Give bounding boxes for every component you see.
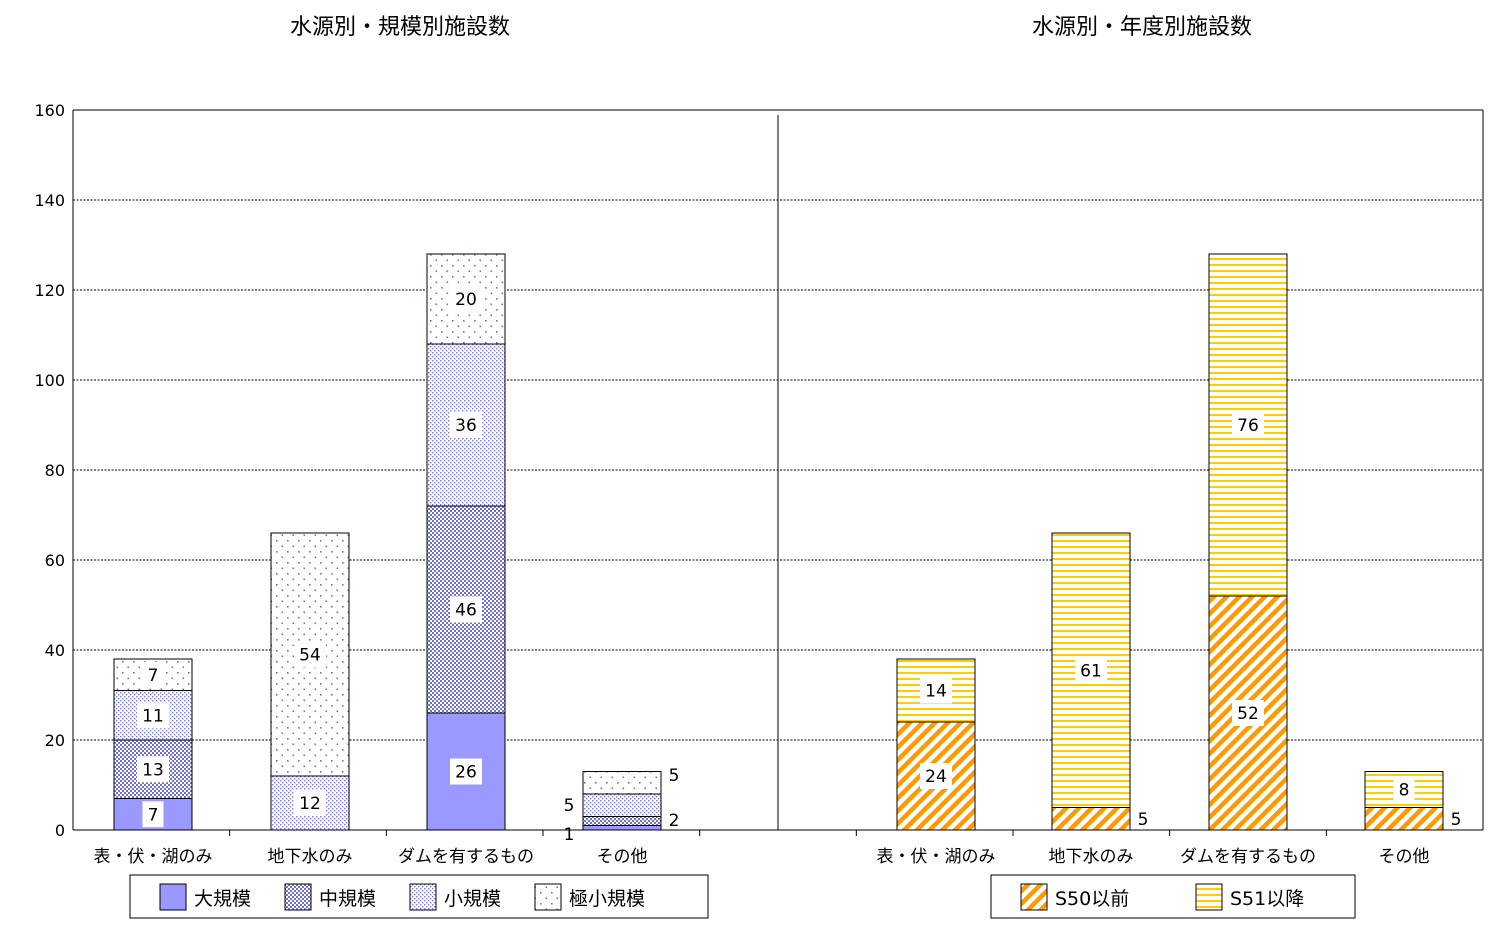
legend-swatch bbox=[284, 883, 312, 911]
legend-right: S50以前 S51以降 bbox=[990, 874, 1356, 919]
legend-swatch bbox=[1020, 883, 1048, 911]
chart-panel-2: 水源別・年度別施設数表・伏・湖のみ2414地下水のみ561ダムを有するもの527… bbox=[877, 15, 1462, 867]
legend-label: S50以前 bbox=[1055, 888, 1129, 910]
data-label-box bbox=[137, 702, 169, 729]
data-label: 24 bbox=[925, 767, 947, 787]
data-label-box bbox=[294, 790, 326, 816]
bar-segment bbox=[113, 739, 193, 799]
x-category-label: 表・伏・湖のみ bbox=[94, 847, 213, 867]
data-label: 5 bbox=[1451, 810, 1462, 830]
legend-swatch bbox=[409, 883, 437, 911]
legends: 大規模 中規模 小規模 極小規模 S50以前 S51以降 bbox=[129, 874, 1356, 919]
legend-swatch bbox=[159, 883, 187, 911]
data-label-box bbox=[920, 677, 952, 704]
legend-label: 大規模 bbox=[194, 888, 251, 910]
y-tick-label: 20 bbox=[45, 731, 65, 750]
legend-label: 中規模 bbox=[319, 888, 376, 910]
y-tick-label: 0 bbox=[55, 821, 65, 840]
y-tick-label: 160 bbox=[34, 101, 65, 120]
data-label: 12 bbox=[299, 794, 321, 814]
x-category-label: ダムを有するもの bbox=[1180, 847, 1316, 867]
data-label: 8 bbox=[1399, 781, 1410, 801]
data-label: 36 bbox=[455, 416, 477, 436]
legend-label: 極小規模 bbox=[569, 888, 645, 910]
legend-label: 小規模 bbox=[444, 888, 501, 910]
data-label: 5 bbox=[669, 766, 680, 786]
legend-swatch bbox=[534, 883, 562, 911]
legend-label: S51以降 bbox=[1230, 888, 1304, 910]
data-label-box bbox=[450, 286, 482, 312]
legend-box bbox=[990, 874, 1356, 919]
y-tick-label: 100 bbox=[34, 371, 65, 390]
legend-left: 大規模 中規模 小規模 極小規模 bbox=[129, 874, 709, 919]
chart-title: 水源別・規模別施設数 bbox=[290, 15, 510, 40]
data-label: 1 bbox=[564, 825, 575, 845]
data-label-box bbox=[920, 763, 952, 789]
data-label-box bbox=[450, 412, 482, 438]
data-label: 11 bbox=[142, 706, 164, 726]
data-label-box bbox=[1232, 700, 1264, 726]
bar-segment bbox=[426, 253, 506, 345]
data-label: 46 bbox=[455, 601, 477, 621]
x-category-label: 表・伏・湖のみ bbox=[877, 847, 996, 867]
data-label-box bbox=[137, 756, 169, 783]
x-category-label: ダムを有するもの bbox=[398, 847, 534, 867]
data-label-box bbox=[1232, 412, 1264, 438]
x-category-label: その他 bbox=[1379, 847, 1430, 867]
data-label: 5 bbox=[1138, 810, 1149, 830]
chart-title: 水源別・年度別施設数 bbox=[1032, 15, 1252, 40]
data-label: 20 bbox=[455, 290, 477, 310]
bar-segment bbox=[582, 771, 662, 795]
data-label: 26 bbox=[455, 763, 477, 783]
data-label: 54 bbox=[299, 646, 321, 666]
data-label: 14 bbox=[925, 682, 947, 702]
y-tick-label: 60 bbox=[45, 551, 65, 570]
chart-panel-1: 水源別・規模別施設数表・伏・湖のみ713117地下水のみ1254ダムを有するもの… bbox=[94, 15, 680, 867]
data-label: 7 bbox=[148, 666, 159, 686]
bar-segment bbox=[582, 793, 662, 817]
bar-segment bbox=[1051, 807, 1131, 831]
data-label-box bbox=[142, 661, 164, 688]
data-label-box bbox=[142, 801, 164, 828]
x-category-label: 地下水のみ bbox=[268, 847, 353, 867]
plot-area: 020406080100120140160水源別・規模別施設数表・伏・湖のみ71… bbox=[34, 15, 1484, 867]
x-category-label: 地下水のみ bbox=[1049, 847, 1134, 867]
data-label: 13 bbox=[142, 760, 164, 780]
data-label-box bbox=[294, 641, 326, 668]
y-tick-label: 80 bbox=[45, 461, 65, 480]
data-label: 76 bbox=[1237, 416, 1259, 436]
legend-swatch bbox=[1195, 883, 1223, 911]
y-tick-label: 140 bbox=[34, 191, 65, 210]
y-tick-label: 120 bbox=[34, 281, 65, 300]
data-label-box bbox=[1393, 776, 1415, 803]
bar-segment bbox=[1364, 807, 1444, 831]
data-label: 52 bbox=[1237, 704, 1259, 724]
data-label: 2 bbox=[669, 811, 680, 831]
y-tick-label: 40 bbox=[45, 641, 65, 660]
bar-segment bbox=[582, 816, 662, 826]
data-label: 7 bbox=[148, 805, 159, 825]
data-label-box bbox=[1075, 657, 1107, 684]
data-label: 61 bbox=[1080, 661, 1102, 681]
data-label-box bbox=[450, 758, 482, 785]
bar-segment bbox=[582, 825, 662, 831]
data-label: 5 bbox=[564, 796, 575, 816]
x-category-label: その他 bbox=[597, 847, 648, 867]
data-label-box bbox=[450, 596, 482, 623]
